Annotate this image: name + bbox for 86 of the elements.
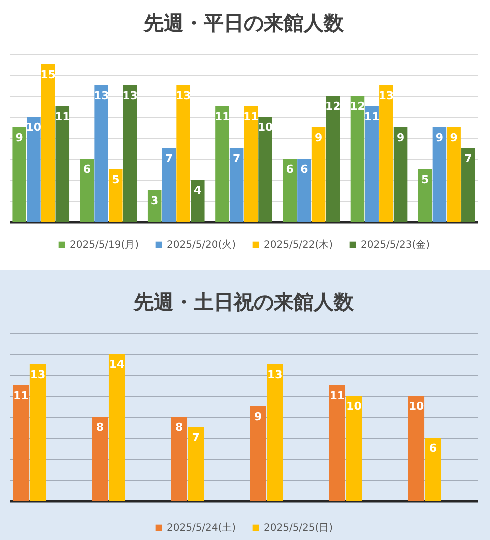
data-label: 9 — [254, 410, 262, 424]
legend-label: 2025/5/23(金) — [361, 239, 430, 251]
bar — [346, 396, 362, 501]
data-label: 13 — [94, 90, 110, 102]
data-label: 5 — [112, 174, 120, 186]
bar — [92, 417, 108, 501]
chart-title: 先週・平日の来館人数 — [143, 11, 345, 35]
data-label: 11 — [214, 110, 230, 124]
bar — [12, 128, 26, 222]
bar — [418, 170, 432, 222]
data-label: 10 — [346, 400, 362, 413]
data-label: 11 — [54, 110, 70, 124]
data-label: 7 — [464, 152, 472, 166]
bar — [191, 180, 205, 222]
bar — [13, 386, 30, 501]
data-label: 6 — [286, 163, 294, 176]
bar — [283, 159, 297, 222]
data-label: 4 — [194, 184, 202, 197]
bar — [171, 417, 188, 501]
data-label: 12 — [350, 100, 366, 113]
data-label: 12 — [325, 100, 341, 113]
bar — [329, 386, 346, 501]
bar — [123, 86, 138, 222]
data-label: 6 — [300, 163, 309, 176]
bar — [350, 96, 365, 222]
bar — [432, 128, 447, 222]
bar — [188, 428, 204, 501]
bar — [108, 354, 126, 501]
data-label: 8 — [96, 421, 104, 434]
bar — [380, 86, 394, 222]
bar — [216, 106, 230, 222]
data-label: 3 — [151, 194, 159, 208]
bar — [258, 117, 272, 222]
data-label: 5 — [422, 174, 430, 186]
bar — [176, 86, 190, 222]
bar — [94, 86, 108, 222]
data-label: 6 — [429, 442, 438, 455]
legend-label: 2025/5/20(火) — [167, 239, 236, 251]
data-label: 9 — [16, 132, 24, 144]
bar — [244, 106, 258, 222]
bar — [109, 170, 123, 222]
bar — [267, 364, 284, 501]
data-label: 13 — [122, 90, 138, 102]
data-label: 9 — [450, 132, 458, 144]
bar — [312, 128, 326, 222]
bar — [462, 148, 476, 222]
data-label: 7 — [233, 152, 241, 166]
data-label: 6 — [83, 163, 92, 176]
bar — [41, 64, 56, 222]
bar — [425, 438, 442, 501]
data-label: 7 — [192, 432, 200, 444]
bar — [326, 96, 340, 222]
data-label: 11 — [330, 390, 346, 402]
data-label: 13 — [176, 90, 192, 102]
data-label: 9 — [436, 132, 444, 144]
data-label: 11 — [14, 390, 29, 402]
chart-title: 先週・土日祝の来館人数 — [133, 290, 355, 314]
legend-label: 2025/5/19(月) — [70, 240, 140, 251]
data-label: 9 — [396, 132, 405, 144]
bar — [80, 159, 94, 222]
data-label: 11 — [244, 110, 259, 124]
bar — [394, 128, 408, 222]
data-label: 13 — [378, 90, 394, 102]
data-label: 7 — [165, 152, 174, 166]
data-label: 14 — [109, 358, 126, 371]
bar — [56, 106, 70, 222]
bar — [27, 117, 41, 222]
bar — [162, 148, 176, 222]
data-label: 9 — [314, 132, 323, 144]
bar — [30, 364, 46, 501]
legend-label: 2025/5/22(木) — [264, 239, 334, 251]
legend-label: 2025/5/24(土) — [167, 522, 236, 534]
bar — [408, 396, 425, 501]
data-label: 10 — [408, 400, 424, 413]
bar — [298, 159, 312, 222]
legend-label: 2025/5/25(日) — [264, 523, 334, 534]
data-label: 10 — [26, 121, 42, 134]
bar — [230, 148, 244, 222]
bar — [365, 106, 379, 222]
data-label: 11 — [364, 110, 380, 124]
bar — [250, 406, 266, 501]
data-label: 8 — [175, 421, 184, 434]
data-label: 13 — [30, 368, 46, 382]
data-label: 13 — [267, 368, 283, 382]
bar — [447, 128, 461, 222]
data-label: 10 — [258, 121, 274, 134]
